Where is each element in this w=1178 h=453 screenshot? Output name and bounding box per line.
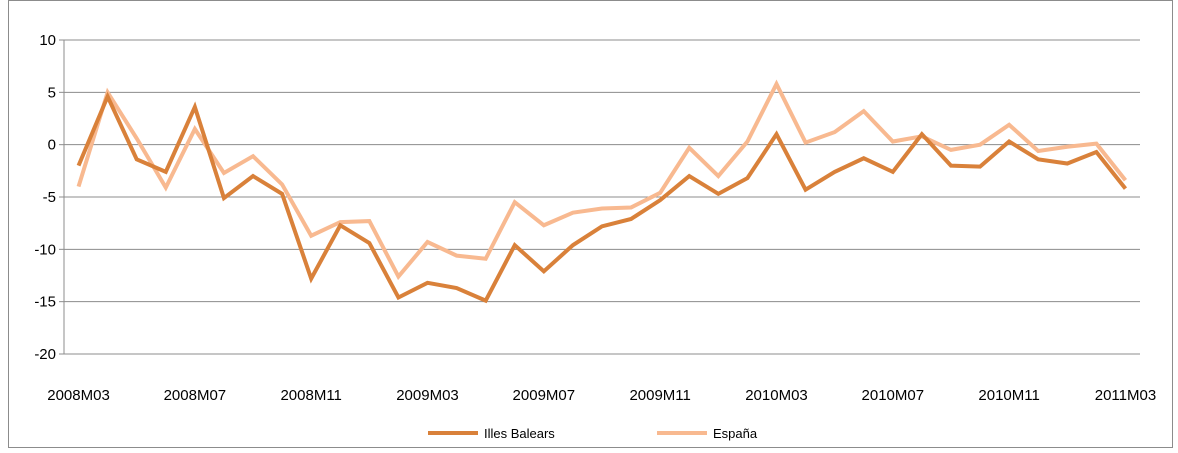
x-tick-label: 2010M07	[862, 387, 925, 404]
y-axis-tick-labels: 10 5 0 -5 -10 -15 -20	[34, 32, 56, 363]
y-tick-label: -20	[34, 346, 56, 363]
x-tick-label: 2010M11	[978, 387, 1039, 404]
x-axis-tick-labels: 2008M03 2008M07 2008M11 2009M03 2009M07 2009M…	[47, 387, 1156, 404]
gridlines	[59, 39, 1140, 355]
y-tick-label: -15	[34, 294, 56, 311]
series-lines	[76, 79, 1128, 304]
x-tick-label: 2008M07	[164, 387, 227, 404]
x-tick-label: 2010M03	[745, 387, 808, 404]
y-tick-label: 10	[39, 32, 56, 49]
y-tick-label: 5	[48, 84, 56, 101]
legend: Illes Balears España	[428, 426, 758, 441]
series-line	[76, 79, 1128, 281]
y-tick-label: 0	[48, 137, 56, 154]
x-tick-label: 2009M03	[396, 387, 459, 404]
x-tick-label: 2009M11	[629, 387, 690, 404]
y-tick-label: -5	[43, 189, 56, 206]
legend-label: Illes Balears	[484, 426, 555, 441]
legend-label: España	[713, 426, 758, 441]
y-tick-label: -10	[34, 241, 56, 258]
chart-frame	[8, 0, 1173, 448]
x-tick-label: 2008M03	[47, 387, 110, 404]
x-tick-label: 2009M07	[513, 387, 576, 404]
series-line	[76, 91, 1128, 304]
x-tick-label: 2008M11	[280, 387, 341, 404]
x-tick-label: 2011M03	[1095, 387, 1156, 404]
